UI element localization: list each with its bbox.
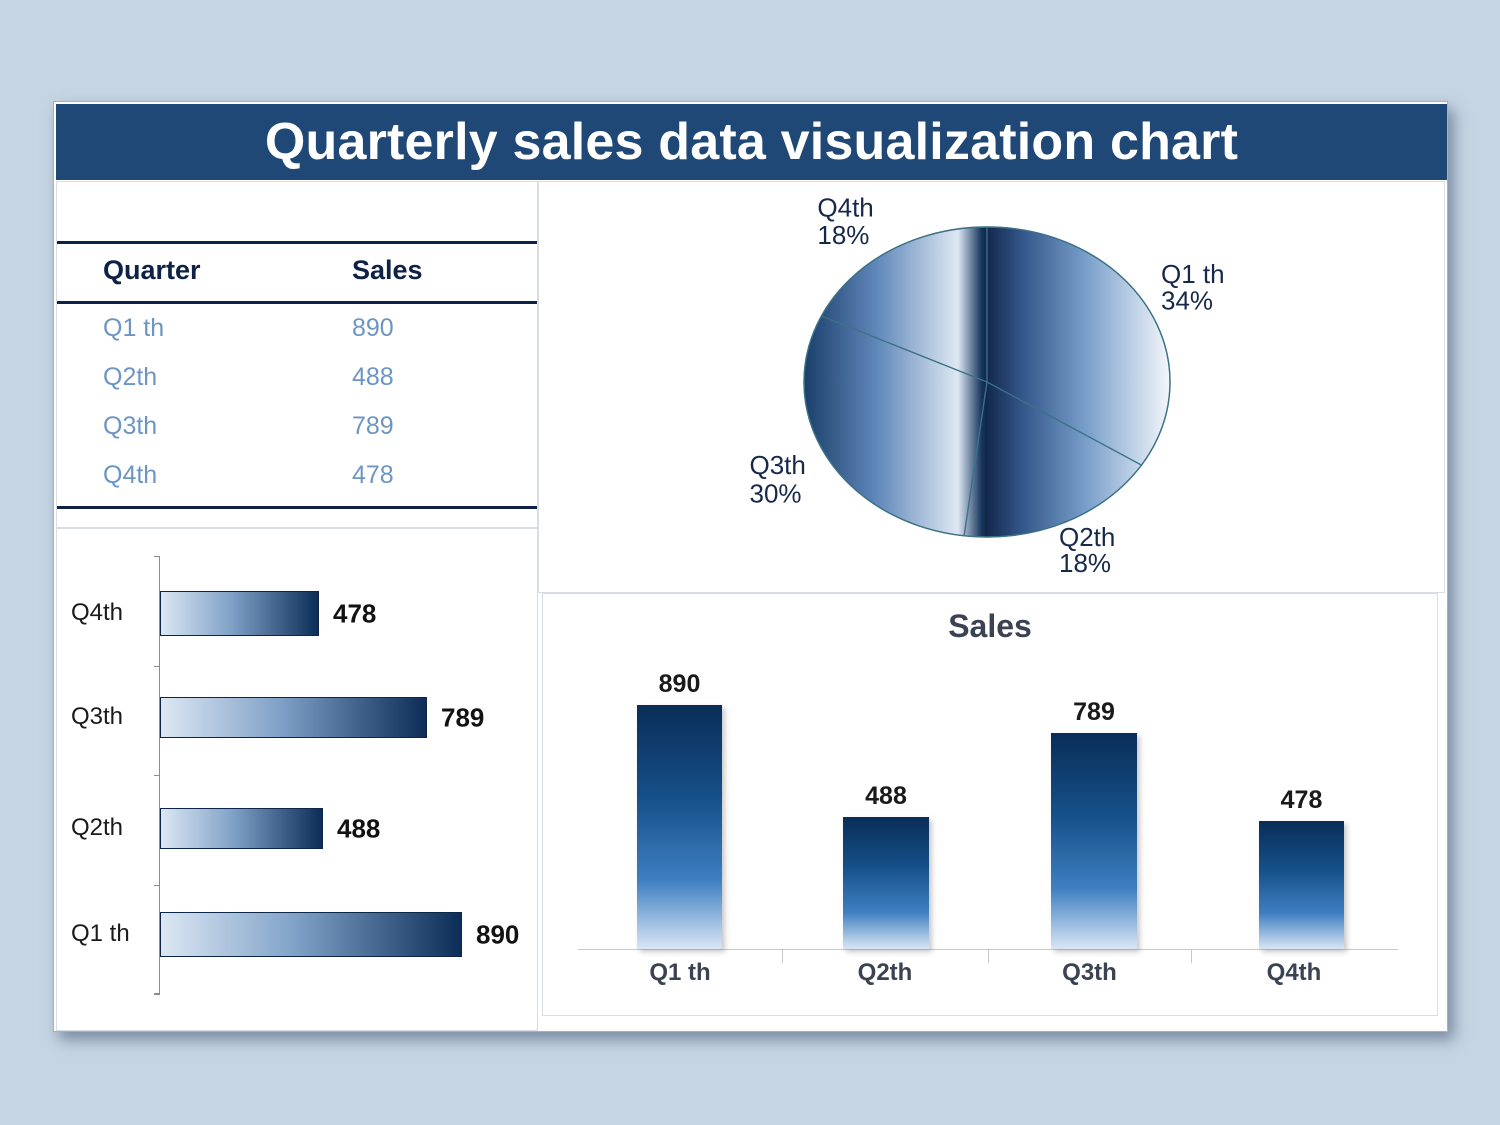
svg-text:18%: 18% bbox=[1059, 548, 1111, 577]
svg-text:Q3th: Q3th bbox=[750, 450, 806, 480]
svg-text:18%: 18% bbox=[817, 220, 869, 250]
svg-text:34%: 34% bbox=[1161, 286, 1213, 316]
svg-text:Q4th: Q4th bbox=[817, 192, 873, 222]
svg-text:Q1 th: Q1 th bbox=[1161, 259, 1225, 289]
svg-text:30%: 30% bbox=[750, 479, 802, 509]
